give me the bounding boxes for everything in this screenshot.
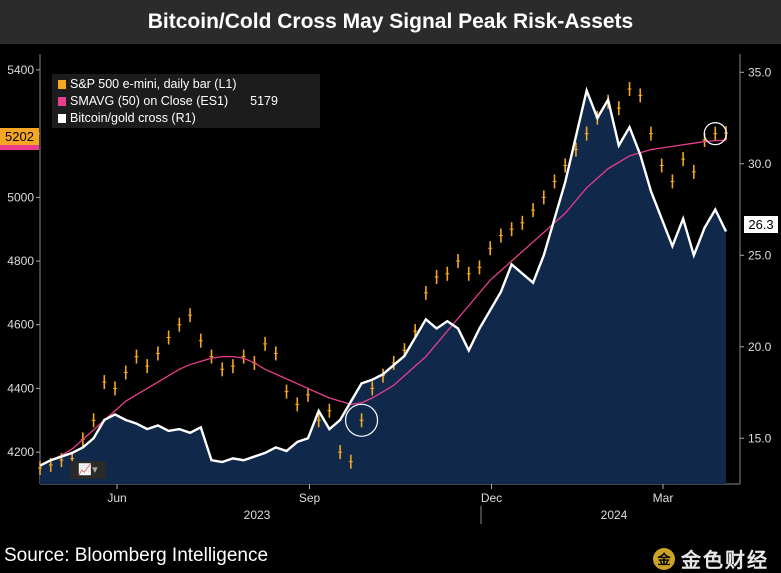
last-value-sp500-badge: 5202	[0, 128, 39, 145]
x-month-label: Sep	[299, 491, 321, 505]
right-tick-label: 30.0	[748, 157, 772, 171]
x-year-label: 2024	[601, 508, 628, 522]
legend-label-btc-gold: Bitcoin/gold cross (R1)	[70, 111, 196, 125]
x-month-label: Jun	[107, 491, 126, 505]
legend-swatch-white	[58, 114, 66, 123]
legend-value-sma: 5179	[250, 94, 278, 108]
right-tick-label: 20.0	[748, 340, 772, 354]
right-tick-label: 35.0	[748, 65, 772, 79]
chart-legend: S&P 500 e-mini, daily bar (L1) SMAVG (50…	[52, 74, 320, 128]
legend-item-sp500[interactable]: S&P 500 e-mini, daily bar (L1)	[58, 76, 320, 93]
source-label: Source: Bloomberg Intelligence	[4, 545, 269, 566]
chart-title: Bitcoin/Cold Cross May Signal Peak Risk-…	[0, 0, 781, 44]
x-month-label: Dec	[481, 491, 502, 505]
watermark-logo-icon: 金	[653, 547, 675, 570]
cross-annotation-circle	[344, 403, 379, 437]
legend-label-sp500: S&P 500 e-mini, daily bar (L1)	[70, 77, 237, 91]
left-tick-label: 5000	[7, 190, 34, 204]
sma-line	[39, 139, 727, 466]
left-tick-label: 4400	[7, 381, 34, 395]
legend-swatch-magenta	[58, 97, 66, 106]
latest-annotation-circle	[703, 122, 727, 146]
btc-gold-area	[40, 90, 726, 484]
left-tick-label: 4800	[7, 254, 34, 268]
right-tick-label: 15.0	[748, 431, 772, 445]
x-month-label: Mar	[653, 491, 674, 505]
legend-item-btc-gold[interactable]: Bitcoin/gold cross (R1)	[58, 110, 320, 127]
watermark-text: 金色财经	[681, 550, 769, 572]
legend-swatch-orange	[58, 80, 66, 89]
watermark: 金 金色财经	[653, 544, 769, 573]
right-tick-label: 25.0	[748, 248, 772, 262]
legend-item-sma[interactable]: SMAVG (50) on Close (ES1) 5179	[58, 93, 320, 110]
left-tick-label: 5400	[7, 63, 34, 77]
legend-label-sma: SMAVG (50) on Close (ES1)	[70, 94, 229, 108]
chart-type-icon[interactable]: 📈▾	[70, 461, 106, 479]
left-tick-label: 4200	[7, 445, 34, 459]
left-tick-label: 4600	[7, 318, 34, 332]
btc-gold-line	[39, 86, 728, 467]
last-value-sma-marker	[0, 145, 39, 150]
x-year-label: 2023	[244, 508, 271, 522]
last-value-btc-gold-badge: 26.3	[744, 216, 778, 233]
footer: Source: Bloomberg Intelligence 金 金色财经	[0, 544, 781, 573]
